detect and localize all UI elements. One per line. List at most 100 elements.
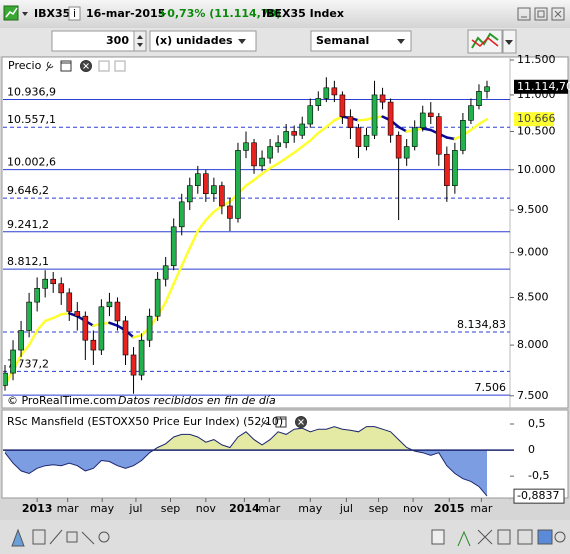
last-value-label: -0,8837 bbox=[517, 489, 559, 502]
candle-body bbox=[58, 283, 65, 294]
candle-body bbox=[178, 201, 185, 228]
window-buttons[interactable] bbox=[517, 7, 565, 21]
change: +0,73% (11.114,70) bbox=[158, 7, 281, 20]
units-spinner[interactable] bbox=[133, 30, 147, 52]
candle-body bbox=[476, 91, 482, 107]
rsc-line bbox=[4, 426, 488, 497]
units-count: 300 bbox=[106, 34, 129, 47]
moving-average bbox=[27, 329, 39, 347]
level-label: 10.002,6 bbox=[7, 156, 56, 169]
candle-body bbox=[114, 301, 121, 322]
moving-average bbox=[204, 210, 216, 222]
units-dropdown[interactable] bbox=[149, 30, 257, 52]
candle-body bbox=[130, 354, 137, 376]
x-tick-label: 2013 bbox=[22, 502, 53, 515]
candle-body bbox=[18, 330, 24, 351]
candle-body bbox=[355, 127, 362, 147]
moving-average bbox=[333, 115, 344, 122]
candle-body bbox=[363, 134, 370, 147]
moving-average bbox=[445, 136, 457, 141]
moving-average bbox=[469, 122, 481, 132]
candle-body bbox=[387, 101, 394, 136]
x-tick-label: mar bbox=[258, 502, 280, 515]
period-dropdown[interactable] bbox=[310, 30, 412, 52]
candle-body bbox=[219, 185, 225, 207]
candle-body bbox=[90, 339, 97, 351]
candle-body bbox=[291, 131, 298, 136]
level-label: 9.241,2 bbox=[7, 218, 49, 231]
candle-body bbox=[50, 278, 57, 285]
symbol: IBX35 bbox=[34, 7, 70, 20]
last-value-box bbox=[513, 488, 565, 504]
candle-body bbox=[267, 146, 273, 159]
moving-average bbox=[108, 321, 119, 327]
candle-body bbox=[468, 105, 474, 121]
period: Semanal bbox=[316, 34, 369, 47]
y-tick-label: 0,5 bbox=[528, 417, 546, 430]
y-tick-label: 9.500 bbox=[517, 203, 549, 216]
candle-body bbox=[122, 320, 129, 356]
moving-average bbox=[421, 127, 433, 132]
candle-body bbox=[484, 86, 490, 92]
moving-average bbox=[357, 118, 368, 122]
candle-body bbox=[203, 173, 209, 195]
candle-body bbox=[170, 226, 177, 267]
panel-buttons[interactable] bbox=[45, 60, 126, 72]
moving-average bbox=[43, 316, 55, 323]
last-price-label: 11.114,70 bbox=[517, 80, 570, 93]
candle-body bbox=[411, 127, 418, 147]
x-tick-label: mar bbox=[57, 502, 79, 515]
moving-average bbox=[325, 119, 336, 129]
x-tick-label: mar bbox=[470, 502, 492, 515]
rsc-area bbox=[5, 426, 487, 497]
y-tick-label: 9.000 bbox=[517, 246, 549, 259]
x-tick-label: nov bbox=[196, 502, 217, 515]
candle-body bbox=[435, 116, 442, 155]
moving-average bbox=[268, 162, 280, 170]
x-tick-label: 2014 bbox=[229, 502, 260, 515]
candle-body bbox=[42, 278, 48, 289]
candle-body bbox=[419, 112, 426, 129]
price-plot: 10.936,9 10.557,1 10.002,6 9.646,2 9.241,2 8.… bbox=[3, 77, 510, 396]
candle-body bbox=[283, 131, 289, 144]
candle-body bbox=[379, 94, 386, 103]
x-tick-label: may bbox=[298, 502, 322, 515]
level-label: 8.812,1 bbox=[7, 255, 49, 268]
symbol-dropdown[interactable] bbox=[22, 12, 28, 16]
bottom-tools[interactable] bbox=[11, 528, 566, 547]
chart-type-button[interactable] bbox=[467, 29, 517, 54]
level-label: 8.134,83 bbox=[457, 318, 506, 331]
candle-body bbox=[339, 94, 346, 117]
y-tick-label: 10.500 bbox=[517, 124, 556, 137]
x-tick-label: sep bbox=[161, 502, 180, 515]
candle-body bbox=[195, 173, 201, 186]
x-tick-label: 2015 bbox=[434, 502, 465, 515]
candle-body bbox=[427, 112, 434, 117]
moving-average bbox=[59, 312, 71, 316]
candle-body bbox=[395, 134, 402, 159]
moving-average bbox=[284, 151, 296, 160]
moving-average bbox=[397, 125, 408, 133]
title-bar bbox=[0, 0, 570, 28]
candle-body bbox=[3, 372, 8, 386]
candle-body bbox=[98, 306, 105, 351]
candle-body bbox=[106, 301, 113, 308]
candle-body bbox=[299, 123, 306, 136]
candle-body bbox=[154, 278, 161, 317]
candle-body bbox=[251, 142, 257, 167]
moving-average bbox=[35, 319, 47, 332]
x-tick-label: sep bbox=[369, 502, 388, 515]
y-tick-label: 8.000 bbox=[517, 338, 549, 351]
moving-average bbox=[317, 125, 328, 135]
rsc-buttons[interactable] bbox=[260, 416, 307, 428]
info-button[interactable] bbox=[68, 6, 81, 21]
candle-body bbox=[444, 153, 450, 186]
info-icon: i bbox=[73, 7, 76, 20]
moving-average bbox=[276, 156, 288, 165]
candle-body bbox=[66, 292, 73, 312]
candle-body bbox=[10, 349, 16, 374]
ma-value-box bbox=[514, 112, 554, 127]
moving-average bbox=[172, 264, 183, 285]
moving-average bbox=[188, 229, 200, 250]
